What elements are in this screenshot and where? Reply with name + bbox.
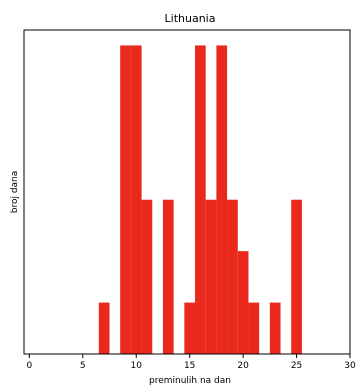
x-tick-label: 20 <box>237 361 249 371</box>
x-tick-label: 25 <box>291 361 302 371</box>
x-axis: 0 5 10 15 20 25 30 <box>26 354 356 371</box>
x-tick-label: 10 <box>131 361 143 371</box>
bar-21 <box>248 302 260 354</box>
plot-frame <box>23 29 351 355</box>
bar-11 <box>141 199 153 354</box>
bar-15 <box>184 302 196 354</box>
bar-13 <box>162 199 174 354</box>
bar-20 <box>237 251 249 354</box>
x-axis-label: preminulih na dan <box>149 376 231 386</box>
bar-23 <box>269 302 281 354</box>
x-tick-label: 5 <box>80 361 86 371</box>
bars-group <box>98 45 302 355</box>
bar-10 <box>130 45 142 355</box>
x-tick-label: 0 <box>26 361 32 371</box>
chart-title: Lithuania <box>165 12 216 25</box>
y-axis-label: broj dana <box>10 171 20 214</box>
bar-25 <box>291 199 302 354</box>
x-tick-label: 30 <box>344 361 356 371</box>
bar-17 <box>205 199 217 354</box>
bar-19 <box>227 199 238 354</box>
bar-16 <box>195 45 206 355</box>
bar-7 <box>98 302 110 354</box>
x-tick-label: 15 <box>184 361 195 371</box>
bar-9 <box>120 45 131 355</box>
bar-18 <box>216 45 228 355</box>
